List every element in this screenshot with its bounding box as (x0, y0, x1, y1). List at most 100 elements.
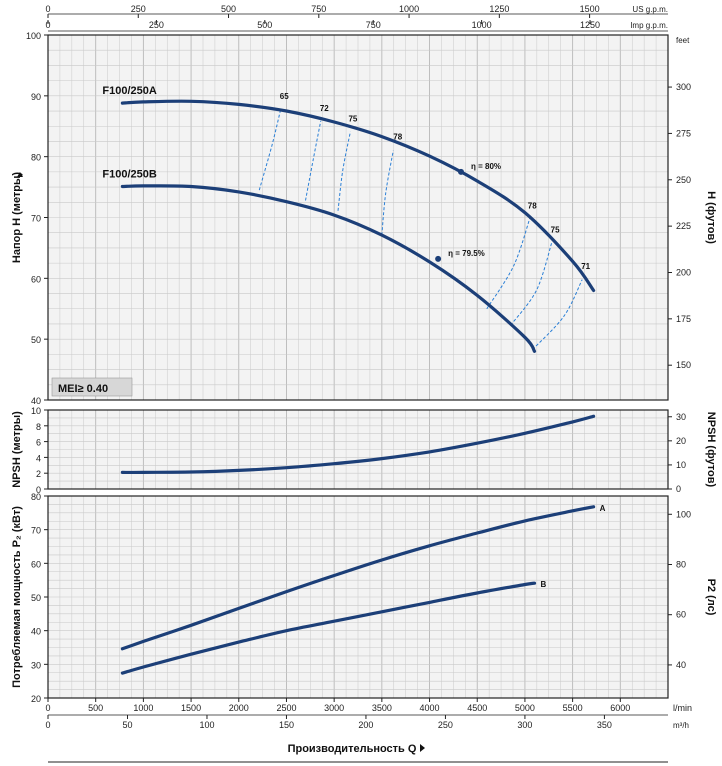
x-unit-label: l/min (673, 703, 692, 713)
efficiency-line (258, 109, 282, 191)
bep-label: η = 79.5% (448, 249, 485, 258)
x-unit2-label: m³/h (673, 721, 689, 730)
imp-gpm-tick-label: 0 (45, 20, 50, 30)
y-axis-title: NPSH (метры) (11, 411, 23, 488)
x-m3h-tick-label: 100 (199, 720, 214, 730)
y-right-tick-label: 20 (676, 436, 686, 446)
imp-gpm-tick-label: 500 (257, 20, 272, 30)
y-right-axis-title: H (футов) (705, 191, 717, 244)
efficiency-line (305, 120, 322, 201)
right-unit-label: feet (676, 36, 690, 45)
efficiency-line (337, 131, 351, 211)
top-axes: 0 250 500 750 1000 1250 1500 US g.p.m. 0 250 500 75… (45, 4, 668, 32)
x-m3h-tick-label: 50 (122, 720, 132, 730)
x-axis-arrow-icon (420, 744, 425, 752)
y-right-tick-label: 0 (676, 484, 681, 494)
us-gpm-tick-label: 250 (131, 4, 146, 14)
y-right-axis-title: P2 (лс) (705, 579, 717, 616)
axis-arrow-icon (17, 172, 23, 177)
efficiency-label: 75 (551, 226, 560, 235)
efficiency-label: 72 (320, 104, 329, 113)
y-tick-label: 80 (31, 153, 41, 163)
mei-badge-label: MEI≥ 0.40 (58, 383, 108, 395)
y-right-tick-label: 200 (676, 267, 691, 277)
imp-gpm-tick-label: 750 (366, 20, 381, 30)
y-tick-label: 50 (31, 335, 41, 345)
x-tick-label: 2000 (229, 703, 249, 713)
y-right-axis-title: NPSH (футов) (705, 412, 717, 488)
x-axes: 0 500 1000 1500 2000 2500 3000 3500 4000 4500 5000… (45, 698, 692, 763)
bep-point (458, 168, 465, 175)
us-gpm-tick-label: 500 (221, 4, 236, 14)
y-right-tick-label: 225 (676, 221, 691, 231)
y-tick-label: 80 (31, 492, 41, 502)
series-label: F100/250B (102, 168, 156, 180)
efficiency-label: 78 (393, 133, 402, 142)
efficiency-line (381, 150, 394, 236)
imp-gpm-tick-label: 1000 (472, 20, 492, 30)
y-right-tick-label: 100 (676, 509, 691, 519)
efficiency-line (532, 279, 583, 350)
y-tick-label: 70 (31, 526, 41, 536)
us-gpm-tick-label: 1500 (580, 4, 600, 14)
y-tick-label: 40 (31, 627, 41, 637)
power-series-label: A (600, 504, 606, 513)
x-tick-label: 0 (45, 703, 50, 713)
y-right-tick-label: 60 (676, 610, 686, 620)
power-curve-b (120, 581, 537, 675)
y-right-tick-label: 275 (676, 128, 691, 138)
y-right-tick-label: 250 (676, 175, 691, 185)
efficiency-line (486, 218, 531, 310)
y-right-tick-label: 30 (676, 412, 686, 422)
x-m3h-tick-label: 200 (358, 720, 373, 730)
x-m3h-tick-label: 250 (438, 720, 453, 730)
y-tick-label: 40 (31, 396, 41, 406)
x-m3h-tick-label: 350 (597, 720, 612, 730)
efficiency-label: 71 (581, 262, 590, 271)
x-tick-label: 5000 (515, 703, 535, 713)
x-tick-label: 5500 (563, 703, 583, 713)
x-tick-label: 4000 (420, 703, 440, 713)
y-tick-label: 100 (26, 31, 41, 41)
panel-head: 40 50 60 70 80 90 100 150 175 200 225 250 275 300 Напо… (11, 31, 717, 406)
imp-gpm-tick-label: 250 (149, 20, 164, 30)
y-tick-label: 20 (31, 694, 41, 704)
npsh-curve (120, 414, 596, 475)
y-tick-label: 6 (36, 438, 41, 448)
y-tick-label: 90 (31, 92, 41, 102)
y-axis-title: Потребляемая мощность P₂ (кВт) (11, 506, 23, 688)
y-tick-label: 2 (36, 469, 41, 479)
us-gpm-tick-label: 1250 (489, 4, 509, 14)
y-tick-label: 10 (31, 406, 41, 416)
y-tick-label: 60 (31, 274, 41, 284)
x-m3h-tick-label: 150 (279, 720, 294, 730)
y-right-tick-label: 150 (676, 360, 691, 370)
panel-power: 20 30 40 50 60 70 80 40 60 80 100 Потребляемая мощн… (11, 492, 717, 704)
x-tick-label: 3500 (372, 703, 392, 713)
efficiency-label: 65 (280, 92, 289, 101)
y-right-tick-label: 40 (676, 660, 686, 670)
plot-frame (47, 409, 669, 490)
x-tick-label: 4500 (467, 703, 487, 713)
x-tick-label: 500 (88, 703, 103, 713)
imp-gpm-tick-label: 1250 (580, 20, 600, 30)
x-tick-label: 2500 (276, 703, 296, 713)
bep-point (435, 255, 442, 262)
series-label: F100/250A (102, 85, 156, 97)
us-gpm-unit: US g.p.m. (632, 5, 668, 14)
us-gpm-tick-label: 1000 (399, 4, 419, 14)
x-tick-label: 3000 (324, 703, 344, 713)
y-tick-label: 0 (36, 485, 41, 495)
bep-label: η = 80% (471, 162, 501, 171)
mei-badge (51, 377, 133, 397)
y-right-tick-label: 300 (676, 82, 691, 92)
panel-npsh: 0 2 4 6 8 10 0 10 20 30 NPSH (метры) NPSH (футов) (11, 406, 717, 495)
x-axis-title: Производительность Q (288, 743, 417, 755)
efficiency-label: 78 (528, 201, 537, 210)
y-right-tick-label: 175 (676, 314, 691, 324)
x-tick-label: 6000 (610, 703, 630, 713)
efficiency-label: 75 (348, 114, 357, 123)
imp-gpm-unit: Imp g.p.m. (630, 21, 668, 30)
x-m3h-tick-label: 0 (45, 720, 50, 730)
x-m3h-tick-label: 300 (517, 720, 532, 730)
